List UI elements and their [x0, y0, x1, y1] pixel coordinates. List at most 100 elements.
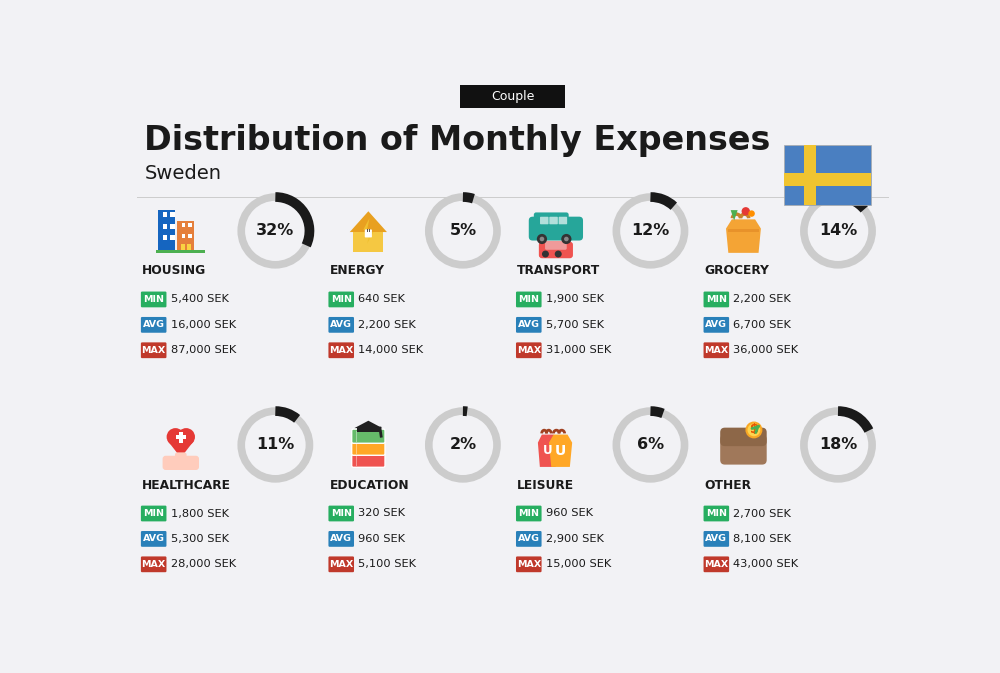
Text: HOUSING: HOUSING	[142, 264, 206, 277]
Text: AVG: AVG	[518, 534, 540, 543]
Text: MIN: MIN	[518, 509, 539, 518]
FancyBboxPatch shape	[175, 452, 187, 462]
FancyBboxPatch shape	[704, 291, 729, 308]
Text: 16,000 SEK: 16,000 SEK	[171, 320, 236, 330]
Text: 6,700 SEK: 6,700 SEK	[733, 320, 791, 330]
Text: MAX: MAX	[142, 560, 166, 569]
Bar	[784, 174, 871, 186]
FancyBboxPatch shape	[460, 85, 565, 108]
FancyBboxPatch shape	[720, 427, 767, 446]
Text: 1,800 SEK: 1,800 SEK	[171, 509, 229, 518]
Circle shape	[742, 207, 750, 215]
FancyBboxPatch shape	[141, 343, 166, 358]
Bar	[163, 235, 167, 240]
Text: TRANSPORT: TRANSPORT	[517, 264, 600, 277]
Text: 5,400 SEK: 5,400 SEK	[171, 295, 229, 304]
Text: MIN: MIN	[518, 295, 539, 304]
FancyBboxPatch shape	[559, 217, 567, 224]
Text: GROCERY: GROCERY	[705, 264, 770, 277]
Text: MIN: MIN	[143, 509, 164, 518]
FancyBboxPatch shape	[516, 291, 542, 308]
Text: 31,000 SEK: 31,000 SEK	[546, 345, 611, 355]
Text: AVG: AVG	[143, 320, 165, 329]
Bar	[163, 223, 167, 229]
FancyBboxPatch shape	[328, 557, 354, 572]
Polygon shape	[363, 218, 373, 244]
Text: 43,000 SEK: 43,000 SEK	[733, 559, 798, 569]
FancyBboxPatch shape	[516, 343, 542, 358]
Text: 2,200 SEK: 2,200 SEK	[733, 295, 791, 304]
FancyBboxPatch shape	[540, 217, 549, 224]
FancyBboxPatch shape	[516, 557, 542, 572]
Text: 28,000 SEK: 28,000 SEK	[171, 559, 236, 569]
FancyBboxPatch shape	[328, 531, 354, 546]
FancyBboxPatch shape	[328, 505, 354, 522]
Text: Couple: Couple	[491, 90, 534, 103]
Text: MAX: MAX	[517, 346, 541, 355]
FancyBboxPatch shape	[352, 453, 385, 467]
FancyBboxPatch shape	[163, 456, 199, 470]
FancyBboxPatch shape	[784, 145, 871, 205]
Text: 320 SEK: 320 SEK	[358, 509, 405, 518]
Bar	[182, 223, 185, 227]
Text: U: U	[555, 444, 566, 458]
FancyBboxPatch shape	[516, 531, 542, 546]
Bar	[170, 223, 175, 229]
Circle shape	[746, 423, 761, 437]
Bar	[163, 212, 167, 217]
Text: MAX: MAX	[142, 346, 166, 355]
Text: 5,100 SEK: 5,100 SEK	[358, 559, 416, 569]
Text: HEALTHCARE: HEALTHCARE	[142, 479, 231, 491]
Text: 6%: 6%	[637, 437, 664, 452]
FancyBboxPatch shape	[529, 217, 583, 240]
FancyBboxPatch shape	[141, 291, 166, 308]
FancyBboxPatch shape	[534, 213, 569, 227]
FancyBboxPatch shape	[720, 435, 767, 464]
Text: AVG: AVG	[143, 534, 165, 543]
Polygon shape	[167, 440, 194, 458]
Bar	[367, 229, 368, 232]
FancyBboxPatch shape	[704, 531, 729, 546]
Polygon shape	[350, 211, 387, 232]
Text: 18%: 18%	[819, 437, 857, 452]
Text: MIN: MIN	[706, 295, 727, 304]
Text: 2,700 SEK: 2,700 SEK	[733, 509, 791, 518]
Bar	[181, 244, 185, 250]
FancyBboxPatch shape	[704, 557, 729, 572]
Text: MIN: MIN	[706, 509, 727, 518]
Text: AVG: AVG	[705, 320, 727, 329]
Text: 15,000 SEK: 15,000 SEK	[546, 559, 611, 569]
Text: 87,000 SEK: 87,000 SEK	[171, 345, 236, 355]
Circle shape	[748, 211, 755, 217]
Text: 32%: 32%	[256, 223, 294, 238]
Text: EDUCATION: EDUCATION	[330, 479, 409, 491]
Text: AVG: AVG	[518, 320, 540, 329]
Bar	[356, 455, 357, 466]
Text: 2,900 SEK: 2,900 SEK	[546, 534, 604, 544]
Bar	[188, 234, 192, 238]
FancyBboxPatch shape	[352, 429, 385, 444]
FancyBboxPatch shape	[545, 241, 567, 250]
Text: $: $	[750, 423, 758, 437]
Polygon shape	[549, 435, 572, 467]
Polygon shape	[538, 435, 558, 467]
Circle shape	[542, 250, 549, 258]
FancyBboxPatch shape	[141, 557, 166, 572]
Text: 2,200 SEK: 2,200 SEK	[358, 320, 416, 330]
Text: 960 SEK: 960 SEK	[546, 509, 593, 518]
Text: 11%: 11%	[256, 437, 294, 452]
FancyBboxPatch shape	[328, 317, 354, 332]
Text: AVG: AVG	[330, 534, 352, 543]
Bar	[176, 435, 186, 439]
Text: 36,000 SEK: 36,000 SEK	[733, 345, 798, 355]
Text: MIN: MIN	[331, 509, 352, 518]
Text: 1,900 SEK: 1,900 SEK	[546, 295, 604, 304]
FancyBboxPatch shape	[516, 505, 542, 522]
Circle shape	[177, 428, 195, 446]
Text: 14,000 SEK: 14,000 SEK	[358, 345, 423, 355]
Text: 5,300 SEK: 5,300 SEK	[171, 534, 229, 544]
FancyBboxPatch shape	[141, 505, 166, 522]
Text: 2%: 2%	[449, 437, 476, 452]
FancyBboxPatch shape	[328, 291, 354, 308]
Bar	[356, 443, 357, 454]
